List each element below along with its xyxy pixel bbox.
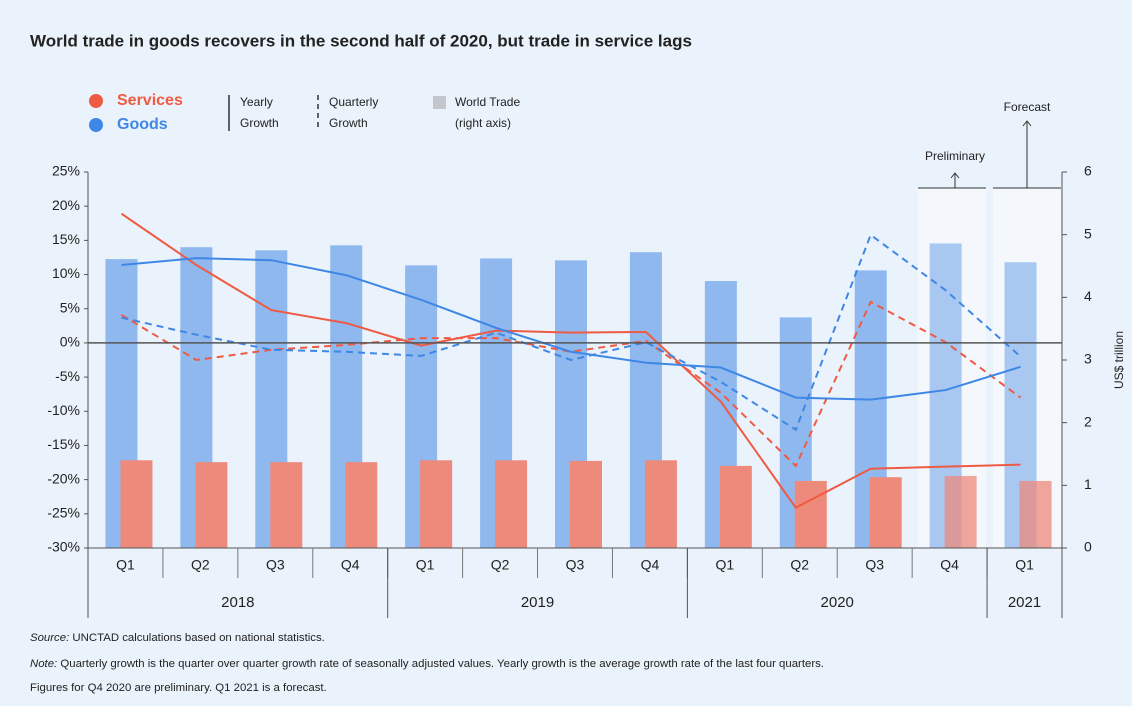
- x-tick-label: Q1: [1015, 557, 1034, 573]
- x-tick-label: Q3: [566, 557, 585, 573]
- legend-label: Growth: [329, 116, 368, 130]
- legend-label: Growth: [240, 116, 279, 130]
- note: Note: Quarterly growth is the quarter ov…: [30, 658, 824, 670]
- bar: [644, 460, 677, 548]
- y-tick-label: -10%: [47, 402, 80, 418]
- y2-tick-label: 1: [1084, 476, 1092, 492]
- bar: [120, 460, 153, 548]
- legend-label: Services: [117, 92, 183, 109]
- year-label: 2021: [1008, 594, 1041, 611]
- x-tick-label: Q2: [491, 557, 510, 573]
- yearly-line: [120, 212, 1021, 509]
- x-tick-label: Q3: [266, 557, 285, 573]
- x-tick-label: Q4: [940, 557, 959, 573]
- x-tick-label: Q1: [716, 557, 735, 573]
- x-tick-label: Q2: [191, 557, 210, 573]
- quarterly-line: [120, 300, 1022, 468]
- y2-axis-label: US$ trillion: [1112, 331, 1126, 389]
- arrow: [950, 172, 960, 188]
- annotation: Preliminary: [925, 149, 985, 163]
- note-label: Note:: [30, 658, 57, 670]
- bar: [869, 477, 902, 548]
- year-label: 2020: [821, 594, 854, 611]
- y2-tick-label: 4: [1084, 288, 1092, 304]
- x-tick-label: Q3: [865, 557, 884, 573]
- y2-tick-label: 6: [1084, 163, 1092, 179]
- legend-dot: [89, 94, 103, 108]
- y2-tick-label: 5: [1084, 225, 1092, 241]
- bar: [195, 462, 228, 548]
- y-tick-label: 25%: [52, 163, 80, 179]
- annotation: Forecast: [1004, 100, 1051, 114]
- y-tick-label: -15%: [47, 436, 80, 452]
- chart-title: World trade in goods recovers in the sec…: [30, 31, 692, 50]
- bar: [495, 460, 528, 548]
- x-tick-label: Q4: [341, 557, 360, 573]
- year-label: 2019: [521, 594, 554, 611]
- y-tick-label: 20%: [52, 197, 80, 213]
- y-tick-label: 0%: [60, 334, 80, 350]
- yearly-line: [121, 257, 1021, 401]
- bar: [420, 460, 453, 548]
- legend-swatch: [433, 96, 446, 109]
- legend-label: Goods: [117, 116, 168, 133]
- x-tick-label: Q1: [416, 557, 435, 573]
- y-tick-label: -20%: [47, 470, 80, 486]
- legend-label: (right axis): [455, 116, 511, 130]
- legend-label: Quarterly: [329, 95, 378, 109]
- note: Figures for Q4 2020 are preliminary. Q1 …: [30, 682, 327, 694]
- y2-tick-label: 0: [1084, 539, 1092, 555]
- y-tick-label: 15%: [52, 231, 80, 247]
- y-tick-label: 5%: [60, 299, 80, 315]
- source-label: Source:: [30, 632, 69, 644]
- year-label: 2018: [221, 594, 254, 611]
- legend-label: Yearly: [240, 95, 273, 109]
- source-text: UNCTAD calculations based on national st…: [69, 632, 325, 644]
- bar: [1019, 480, 1052, 548]
- bar: [270, 462, 303, 548]
- quarterly-line: [121, 233, 1022, 432]
- source: Source: UNCTAD calculations based on nat…: [30, 632, 325, 644]
- x-tick-label: Q2: [790, 557, 809, 573]
- x-tick-label: Q1: [116, 557, 135, 573]
- arrow: [1022, 120, 1032, 188]
- legend-dot: [89, 118, 103, 132]
- y-tick-label: 10%: [52, 265, 80, 281]
- y-tick-label: -25%: [47, 505, 80, 521]
- bar: [719, 465, 752, 548]
- bar: [794, 480, 827, 548]
- y-tick-label: -5%: [55, 368, 80, 384]
- x-tick-label: Q4: [641, 557, 660, 573]
- y2-tick-label: 3: [1084, 351, 1092, 367]
- bar: [345, 462, 378, 548]
- legend-label: World Trade: [455, 95, 520, 109]
- y2-tick-label: 2: [1084, 413, 1092, 429]
- y-tick-label: -30%: [47, 539, 80, 555]
- note-text: Quarterly growth is the quarter over qua…: [57, 658, 824, 670]
- bar: [944, 475, 977, 548]
- bar: [570, 460, 602, 548]
